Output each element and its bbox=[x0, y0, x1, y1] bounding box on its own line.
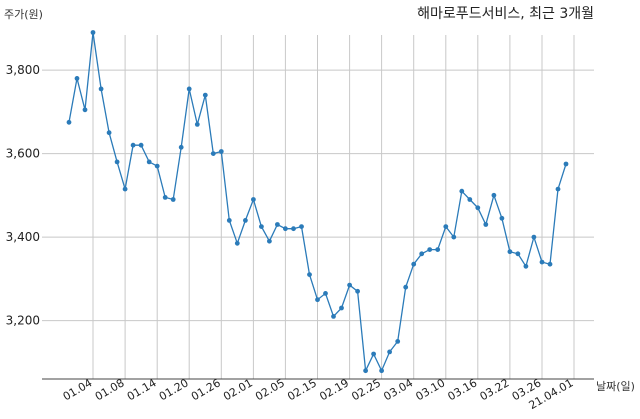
data-point bbox=[387, 349, 392, 355]
y-tick-label: 3,200 bbox=[6, 314, 40, 328]
data-point bbox=[467, 197, 473, 202]
data-point bbox=[186, 86, 192, 92]
x-tick-label: 01.20 bbox=[157, 376, 191, 403]
data-point bbox=[130, 142, 136, 148]
data-point bbox=[531, 234, 537, 240]
x-tick-label: 03.10 bbox=[414, 376, 448, 403]
data-point bbox=[363, 368, 368, 374]
data-point bbox=[291, 226, 296, 232]
y-tick-label: 3,600 bbox=[6, 147, 40, 161]
data-point bbox=[74, 76, 80, 81]
data-point bbox=[90, 30, 96, 35]
data-point bbox=[251, 197, 256, 202]
data-point bbox=[259, 224, 264, 230]
data-point bbox=[122, 186, 128, 192]
data-point bbox=[419, 251, 425, 257]
x-tick-label: 01.26 bbox=[189, 376, 223, 403]
data-point bbox=[82, 107, 88, 113]
data-point bbox=[347, 282, 352, 288]
data-point bbox=[427, 247, 433, 253]
x-tick-label: 03.04 bbox=[381, 376, 415, 403]
data-point bbox=[491, 192, 497, 198]
data-point bbox=[114, 159, 120, 165]
x-tick-label: 01.04 bbox=[61, 376, 95, 403]
data-point bbox=[162, 195, 168, 200]
data-point bbox=[323, 291, 328, 296]
data-point bbox=[315, 297, 320, 303]
x-gridlines bbox=[92, 35, 575, 379]
data-point bbox=[547, 261, 553, 267]
x-tick-label: 03.22 bbox=[478, 376, 512, 403]
data-point bbox=[98, 86, 104, 92]
data-point bbox=[451, 234, 457, 240]
x-tick-label: 03.16 bbox=[446, 376, 480, 403]
y-tick-label: 3,800 bbox=[6, 63, 40, 77]
data-point bbox=[243, 218, 248, 223]
data-point bbox=[395, 339, 401, 344]
data-point bbox=[226, 218, 232, 223]
data-point bbox=[202, 92, 208, 98]
y-tick-labels: 3,200 3,400 3,600 3,800 bbox=[6, 63, 40, 328]
data-point bbox=[539, 259, 545, 265]
data-point bbox=[443, 224, 449, 230]
data-point bbox=[234, 240, 240, 246]
x-tick-label: 02.01 bbox=[221, 376, 255, 403]
data-point bbox=[459, 188, 465, 194]
data-point bbox=[66, 119, 72, 125]
x-tick-label: 02.15 bbox=[285, 376, 319, 403]
data-point bbox=[178, 144, 184, 150]
x-tick-label: 01.14 bbox=[125, 376, 159, 403]
data-point bbox=[210, 151, 216, 157]
data-point bbox=[138, 142, 144, 148]
x-tick-label: 01.08 bbox=[93, 376, 127, 403]
data-point bbox=[371, 351, 376, 357]
data-point bbox=[218, 149, 224, 154]
y-axis-title: 주가(원) bbox=[4, 8, 43, 21]
x-tick-label: 02.19 bbox=[317, 376, 351, 403]
data-point bbox=[146, 159, 152, 165]
x-axis-title: 날짜(일) bbox=[596, 379, 635, 393]
data-point bbox=[275, 222, 280, 227]
chart-title: 해마로푸드서비스, 최근 3개월 bbox=[417, 6, 594, 22]
data-point bbox=[299, 224, 304, 230]
x-tick-label: 02.25 bbox=[349, 376, 383, 403]
data-point bbox=[403, 284, 409, 290]
y-tick-label: 3,400 bbox=[6, 230, 40, 244]
data-point bbox=[307, 272, 312, 277]
data-point bbox=[106, 130, 112, 136]
data-point bbox=[267, 238, 272, 244]
data-point bbox=[499, 215, 505, 221]
data-point bbox=[507, 249, 513, 255]
data-point bbox=[523, 263, 529, 269]
data-point bbox=[170, 197, 176, 202]
data-point bbox=[331, 314, 336, 319]
x-tick-labels: 01.0401.0801.1401.2001.2602.0102.0502.15… bbox=[61, 376, 576, 412]
data-point bbox=[483, 222, 489, 227]
data-point bbox=[339, 305, 344, 311]
data-point bbox=[515, 251, 521, 257]
data-point bbox=[475, 205, 481, 211]
data-point bbox=[355, 288, 360, 294]
y-gridlines bbox=[42, 69, 594, 322]
data-point bbox=[411, 261, 417, 267]
data-point bbox=[379, 368, 384, 374]
data-point bbox=[555, 186, 561, 192]
data-point bbox=[435, 247, 441, 253]
data-point bbox=[563, 161, 569, 167]
data-point bbox=[154, 163, 160, 169]
x-tick-label: 02.05 bbox=[253, 376, 287, 403]
plot-area bbox=[66, 30, 569, 374]
data-point bbox=[194, 122, 200, 127]
data-point bbox=[283, 226, 288, 232]
